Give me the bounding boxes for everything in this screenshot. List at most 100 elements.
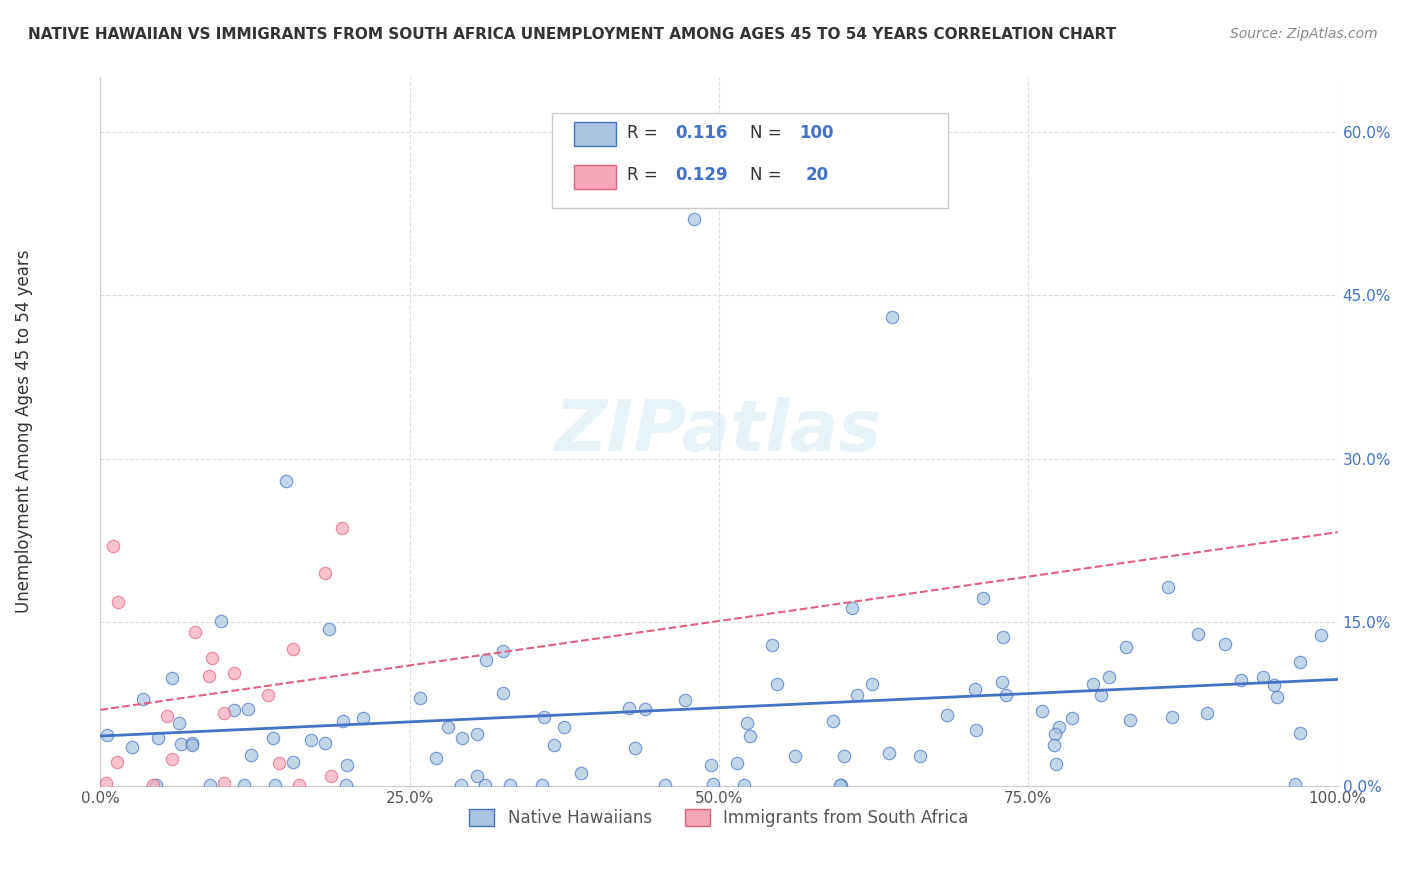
Point xyxy=(121,739,143,754)
Point xyxy=(860,677,883,691)
Point xyxy=(1197,706,1219,721)
Point xyxy=(167,715,190,730)
Point xyxy=(1031,704,1053,718)
Point xyxy=(1090,688,1112,702)
Point xyxy=(1119,713,1142,727)
Point xyxy=(283,756,305,770)
Point xyxy=(1081,677,1104,691)
Point xyxy=(1289,726,1312,740)
Point xyxy=(832,748,855,763)
Y-axis label: Unemployment Among Ages 45 to 54 years: Unemployment Among Ages 45 to 54 years xyxy=(15,250,32,614)
Point xyxy=(569,765,592,780)
FancyBboxPatch shape xyxy=(574,164,616,188)
Point xyxy=(238,702,260,716)
Legend: Native Hawaiians, Immigrants from South Africa: Native Hawaiians, Immigrants from South … xyxy=(463,803,976,834)
Point xyxy=(107,595,129,609)
Point xyxy=(262,731,284,745)
Point xyxy=(474,778,496,792)
Point xyxy=(1043,727,1066,741)
Point xyxy=(991,674,1014,689)
Point xyxy=(673,693,696,707)
Point xyxy=(828,778,851,792)
Point xyxy=(491,686,513,700)
Point xyxy=(702,777,724,791)
Point xyxy=(1289,655,1312,669)
Point xyxy=(214,706,236,720)
Point xyxy=(991,630,1014,644)
FancyBboxPatch shape xyxy=(553,113,948,209)
Point xyxy=(96,728,118,742)
Text: Source: ZipAtlas.com: Source: ZipAtlas.com xyxy=(1230,27,1378,41)
Point xyxy=(995,688,1018,702)
Point xyxy=(935,707,957,722)
Point xyxy=(765,677,787,691)
Point xyxy=(1161,709,1184,723)
Point xyxy=(841,601,863,615)
Point xyxy=(274,474,297,488)
Point xyxy=(499,778,522,792)
Point xyxy=(319,769,342,783)
Point xyxy=(269,756,291,771)
Point xyxy=(1265,690,1288,705)
Text: N =: N = xyxy=(749,124,787,142)
FancyBboxPatch shape xyxy=(574,122,616,146)
Point xyxy=(972,591,994,606)
Point xyxy=(882,310,904,325)
Point xyxy=(332,714,354,728)
Point xyxy=(1098,670,1121,684)
Point xyxy=(263,778,285,792)
Point xyxy=(1157,580,1180,594)
Point xyxy=(146,731,169,745)
Point xyxy=(180,738,202,752)
Point xyxy=(683,212,706,227)
Point xyxy=(465,727,488,741)
Point xyxy=(735,715,758,730)
Text: ZIPatlas: ZIPatlas xyxy=(555,397,883,467)
Text: N =: N = xyxy=(749,166,787,184)
Point xyxy=(965,723,987,737)
Point xyxy=(409,691,432,706)
Point xyxy=(700,758,723,772)
Text: 100: 100 xyxy=(800,124,834,142)
Point xyxy=(352,710,374,724)
Point xyxy=(209,614,232,628)
Point xyxy=(1230,673,1253,687)
Text: R =: R = xyxy=(627,166,664,184)
Point xyxy=(738,729,761,743)
Point xyxy=(475,653,498,667)
Point xyxy=(1251,670,1274,684)
Text: NATIVE HAWAIIAN VS IMMIGRANTS FROM SOUTH AFRICA UNEMPLOYMENT AMONG AGES 45 TO 54: NATIVE HAWAIIAN VS IMMIGRANTS FROM SOUTH… xyxy=(28,27,1116,42)
Point xyxy=(212,775,235,789)
Point xyxy=(198,778,221,792)
Point xyxy=(132,691,155,706)
Text: R =: R = xyxy=(627,124,664,142)
Point xyxy=(492,644,515,658)
Point xyxy=(314,566,336,580)
Point xyxy=(335,778,357,792)
Point xyxy=(160,752,183,766)
Point xyxy=(846,688,869,702)
Point xyxy=(823,714,845,728)
Point xyxy=(197,669,219,683)
Text: 0.129: 0.129 xyxy=(676,166,728,184)
Point xyxy=(1115,640,1137,655)
Point xyxy=(450,778,472,792)
Point xyxy=(1060,711,1083,725)
Point xyxy=(330,521,353,535)
Point xyxy=(634,702,657,716)
Point xyxy=(299,732,322,747)
Point xyxy=(450,731,472,746)
Point xyxy=(725,756,748,770)
Point xyxy=(1045,757,1067,772)
Point xyxy=(222,666,245,681)
Point xyxy=(105,756,128,770)
Point xyxy=(733,778,755,792)
Point xyxy=(1215,637,1237,651)
Point xyxy=(145,778,167,792)
Point xyxy=(240,748,263,763)
Point xyxy=(314,736,336,750)
Point xyxy=(96,776,118,790)
Point xyxy=(437,720,460,734)
Point xyxy=(533,710,555,724)
Point xyxy=(257,688,280,702)
